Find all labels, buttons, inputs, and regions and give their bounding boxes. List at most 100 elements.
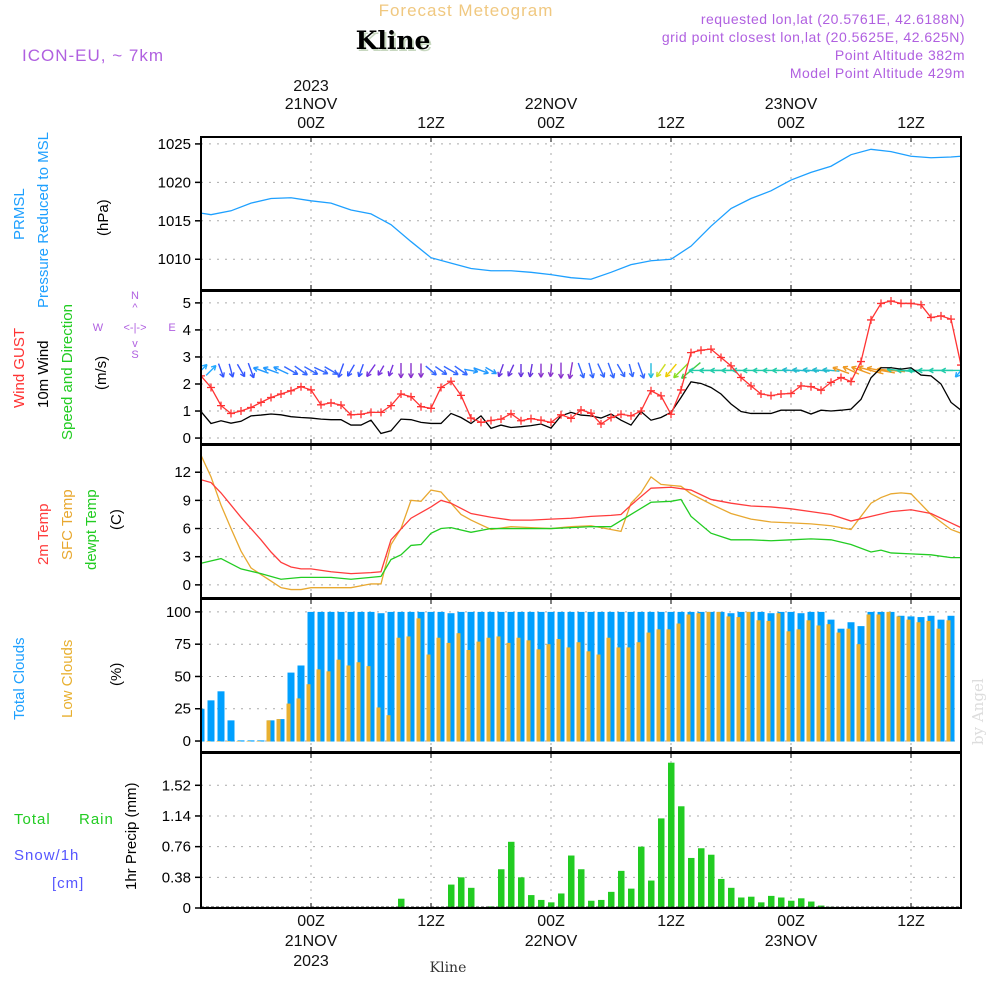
bottom-hour-label: 12Z (897, 913, 925, 930)
total-cloud-bar (697, 611, 705, 742)
gust-label: Wind GUST (11, 328, 28, 408)
wind-arrow-head (620, 373, 626, 378)
low-cloud-bar (636, 642, 641, 742)
rain-bar (548, 902, 555, 908)
total-cloud-bar (237, 740, 245, 742)
compass-e: E (168, 322, 175, 334)
low-cloud-bar (336, 659, 341, 742)
y-tick-label: 50 (174, 668, 191, 685)
y-tick-label: 1025 (158, 136, 191, 153)
wind-arrow-head (337, 372, 340, 378)
gust-marker (537, 416, 545, 425)
wind-arrow-head (721, 367, 727, 372)
wind-arrow-shaft (588, 362, 594, 379)
wind-arrow-shaft (473, 367, 489, 374)
gust-marker (427, 404, 435, 413)
wind-arrow-head (664, 371, 668, 377)
wind-arrow-head (928, 369, 934, 374)
gust-marker (647, 386, 655, 395)
total-cloud-bar (327, 611, 335, 742)
total-cloud-bar (437, 611, 445, 742)
low-cloud-bar (306, 684, 311, 742)
dewpt-line (201, 498, 961, 580)
gust-marker (877, 299, 885, 308)
total-cloud-bar (857, 626, 865, 742)
wind-arrow (527, 363, 534, 378)
rain-bar (678, 806, 685, 908)
wind-arrow (485, 366, 498, 375)
total-cloud-bar (547, 611, 555, 742)
y-tick-label: 9 (183, 492, 191, 509)
gust-marker (637, 407, 645, 416)
gust-marker (887, 297, 895, 306)
wind-arrow (454, 365, 468, 376)
low-cloud-bar (246, 741, 251, 742)
gust-marker (347, 410, 355, 419)
location-title: Kline (356, 26, 431, 55)
wind-arrow-shaft (217, 363, 225, 378)
wind-arrow-head (334, 369, 338, 375)
total-cloud-bar (747, 611, 755, 742)
wind-arrow (607, 362, 616, 379)
gust-marker (527, 414, 535, 423)
gust-marker (367, 408, 375, 417)
plot-area (201, 762, 961, 908)
low-cloud-bar (226, 741, 231, 742)
wind-arrow (346, 364, 355, 377)
wind-arrow (443, 365, 459, 376)
precip-unit-label: 1hr Precip (mm) (123, 782, 140, 890)
wind-arrow-shaft (812, 369, 830, 372)
total-cloud-bar (777, 611, 785, 742)
low-cloud-bar (656, 629, 661, 742)
wind-arrow (941, 367, 961, 374)
wind-arrow (217, 363, 225, 378)
gust-marker (857, 357, 865, 366)
wind-arrow-shaft (273, 366, 289, 375)
panel-2: 0 1 2 3 4 5 (183, 290, 962, 447)
wind-arrow-head (537, 372, 542, 378)
ms-unit-label: (m/s) (93, 356, 110, 390)
rain-bar (398, 898, 405, 908)
wind-arrow-head (366, 373, 372, 378)
wind-arrow (294, 365, 308, 376)
wind-arrow-head (239, 373, 245, 378)
gust-marker (697, 346, 705, 355)
wind-arrow-head (410, 373, 415, 379)
wind-arrow-head (464, 370, 468, 376)
wind-arrow-head (443, 369, 448, 375)
bottom-hour-label: 12Z (417, 913, 445, 930)
total-cloud-bar (227, 720, 235, 742)
low-clouds-label: Low Clouds (59, 640, 76, 718)
wind-arrow-head (688, 369, 694, 374)
gust-marker (787, 389, 795, 398)
wind-arrow-head (400, 373, 405, 379)
total-cloud-bar (667, 611, 675, 742)
wind-arrow (507, 364, 515, 377)
bottom-hour-label: 12Z (657, 913, 685, 930)
requested-coords: requested lon,lat (20.5761E, 42.6188N) (701, 11, 965, 27)
wind-arrow (655, 363, 666, 378)
bottom-hour-label: 00Z (297, 913, 325, 930)
wind-arrow-head (866, 365, 873, 369)
gust-marker (407, 392, 415, 401)
total-cloud-bar (807, 611, 815, 742)
wind-arrow-head (219, 373, 224, 378)
wind-arrow (473, 367, 489, 375)
y-tick-label: 4 (183, 322, 191, 339)
total-cloud-bar (367, 611, 375, 742)
gust-marker (337, 401, 345, 410)
wind-arrow-head (540, 372, 545, 378)
low-cloud-bar (216, 741, 221, 742)
low-cloud-bar (866, 614, 871, 742)
wind-arrow-head (387, 371, 390, 377)
total-cloud-bar (527, 611, 535, 742)
gust-marker (667, 410, 675, 419)
gust-marker (587, 409, 595, 418)
total-cloud-bar (317, 611, 325, 742)
low-cloud-bar (566, 647, 571, 742)
pct-unit-label: (%) (108, 663, 125, 686)
rain-bar (708, 854, 715, 908)
low-cloud-bar (366, 666, 371, 742)
wind-arrow (812, 367, 830, 374)
wind-arrow-head (613, 373, 616, 379)
